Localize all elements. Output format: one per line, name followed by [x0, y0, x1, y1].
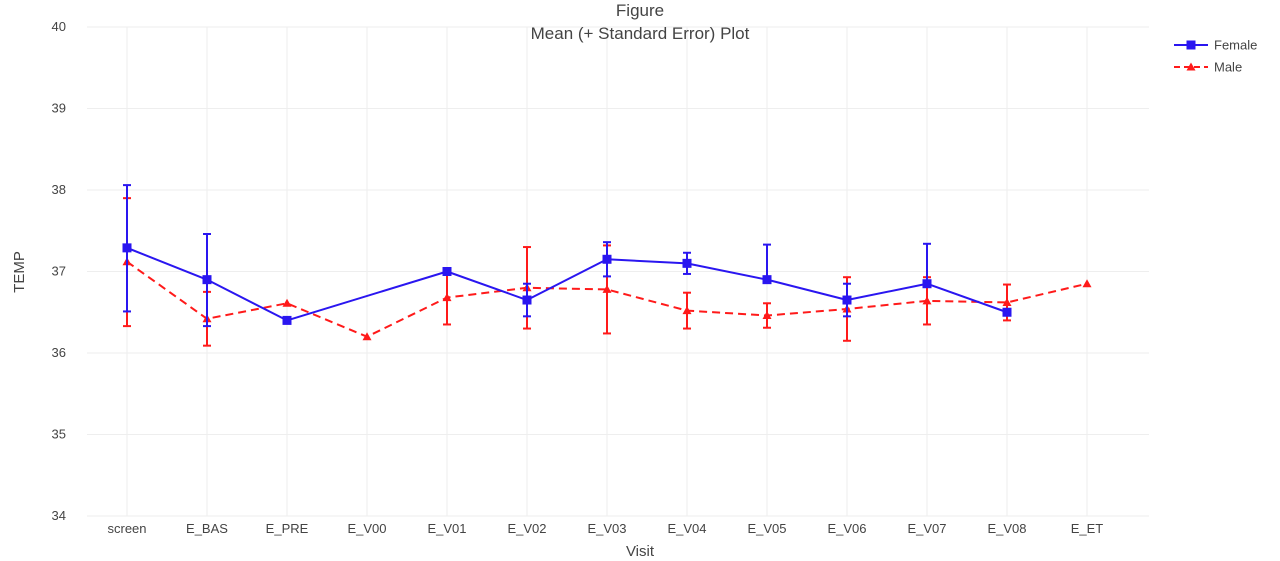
y-tick-label: 40 [52, 19, 66, 34]
y-axis-ticks: 34 35 36 37 38 39 40 [52, 19, 66, 523]
data-point-female [762, 275, 772, 285]
data-point-female [442, 267, 452, 276]
y-tick-label: 36 [52, 345, 66, 360]
gridlines [87, 26, 1149, 517]
series-line-female [126, 246, 1008, 322]
legend-label-male: Male [1214, 60, 1242, 75]
legend[interactable]: Female Male [1174, 38, 1257, 75]
x-tick-label: E_V02 [507, 521, 546, 536]
y-tick-label: 34 [52, 508, 66, 523]
y-tick-label: 38 [52, 182, 66, 197]
x-tick-label: E_V06 [827, 521, 866, 536]
legend-item-male[interactable]: Male [1174, 60, 1242, 75]
data-point-female [522, 295, 532, 305]
data-point-female [1002, 307, 1012, 317]
data-point-female [282, 315, 292, 325]
data-point-male [1002, 297, 1012, 306]
data-point-male [362, 332, 372, 341]
x-tick-label: E_V04 [667, 521, 706, 536]
x-tick-label: E_V03 [587, 521, 626, 536]
x-tick-label: E_V05 [747, 521, 786, 536]
data-point-male [442, 293, 452, 302]
data-point-male [762, 311, 772, 320]
data-point-male [922, 296, 932, 305]
data-point-male [1082, 279, 1092, 288]
data-point-female [202, 275, 212, 285]
x-axis-ticks: screen E_BAS E_PRE E_V00 E_V01 E_V02 E_V03 E_V0… [107, 521, 1103, 536]
chart-title: Figure [616, 1, 664, 20]
x-tick-label: E_V01 [427, 521, 466, 536]
data-point-male [282, 298, 292, 307]
x-tick-label: E_V07 [907, 521, 946, 536]
data-point-male [602, 284, 612, 293]
data-point-female [602, 254, 612, 264]
chart-subtitle: Mean (+ Standard Error) Plot [531, 24, 750, 43]
data-point-female [922, 279, 932, 289]
data-point-female [682, 258, 692, 268]
series-layer [122, 184, 1092, 347]
y-tick-label: 39 [52, 101, 66, 116]
x-axis-title: Visit [626, 543, 655, 560]
data-point-female [122, 243, 132, 253]
x-tick-label: E_BAS [186, 521, 228, 536]
x-tick-label: E_ET [1071, 521, 1104, 536]
series-female [122, 184, 1012, 328]
x-tick-label: screen [107, 521, 146, 536]
markers-female [122, 243, 1012, 325]
x-tick-label: E_PRE [266, 521, 309, 536]
y-axis-title: TEMP [11, 251, 28, 293]
x-tick-label: E_V08 [987, 521, 1026, 536]
legend-marker-female [1186, 40, 1196, 50]
y-tick-label: 35 [52, 427, 66, 442]
legend-item-female[interactable]: Female [1174, 38, 1257, 53]
legend-label-female: Female [1214, 38, 1257, 53]
x-tick-label: E_V00 [347, 521, 386, 536]
error-bar [763, 243, 771, 281]
legend-marker-male [1186, 62, 1196, 71]
data-point-female [842, 295, 852, 305]
y-tick-label: 37 [52, 264, 66, 279]
data-point-male [682, 306, 692, 315]
